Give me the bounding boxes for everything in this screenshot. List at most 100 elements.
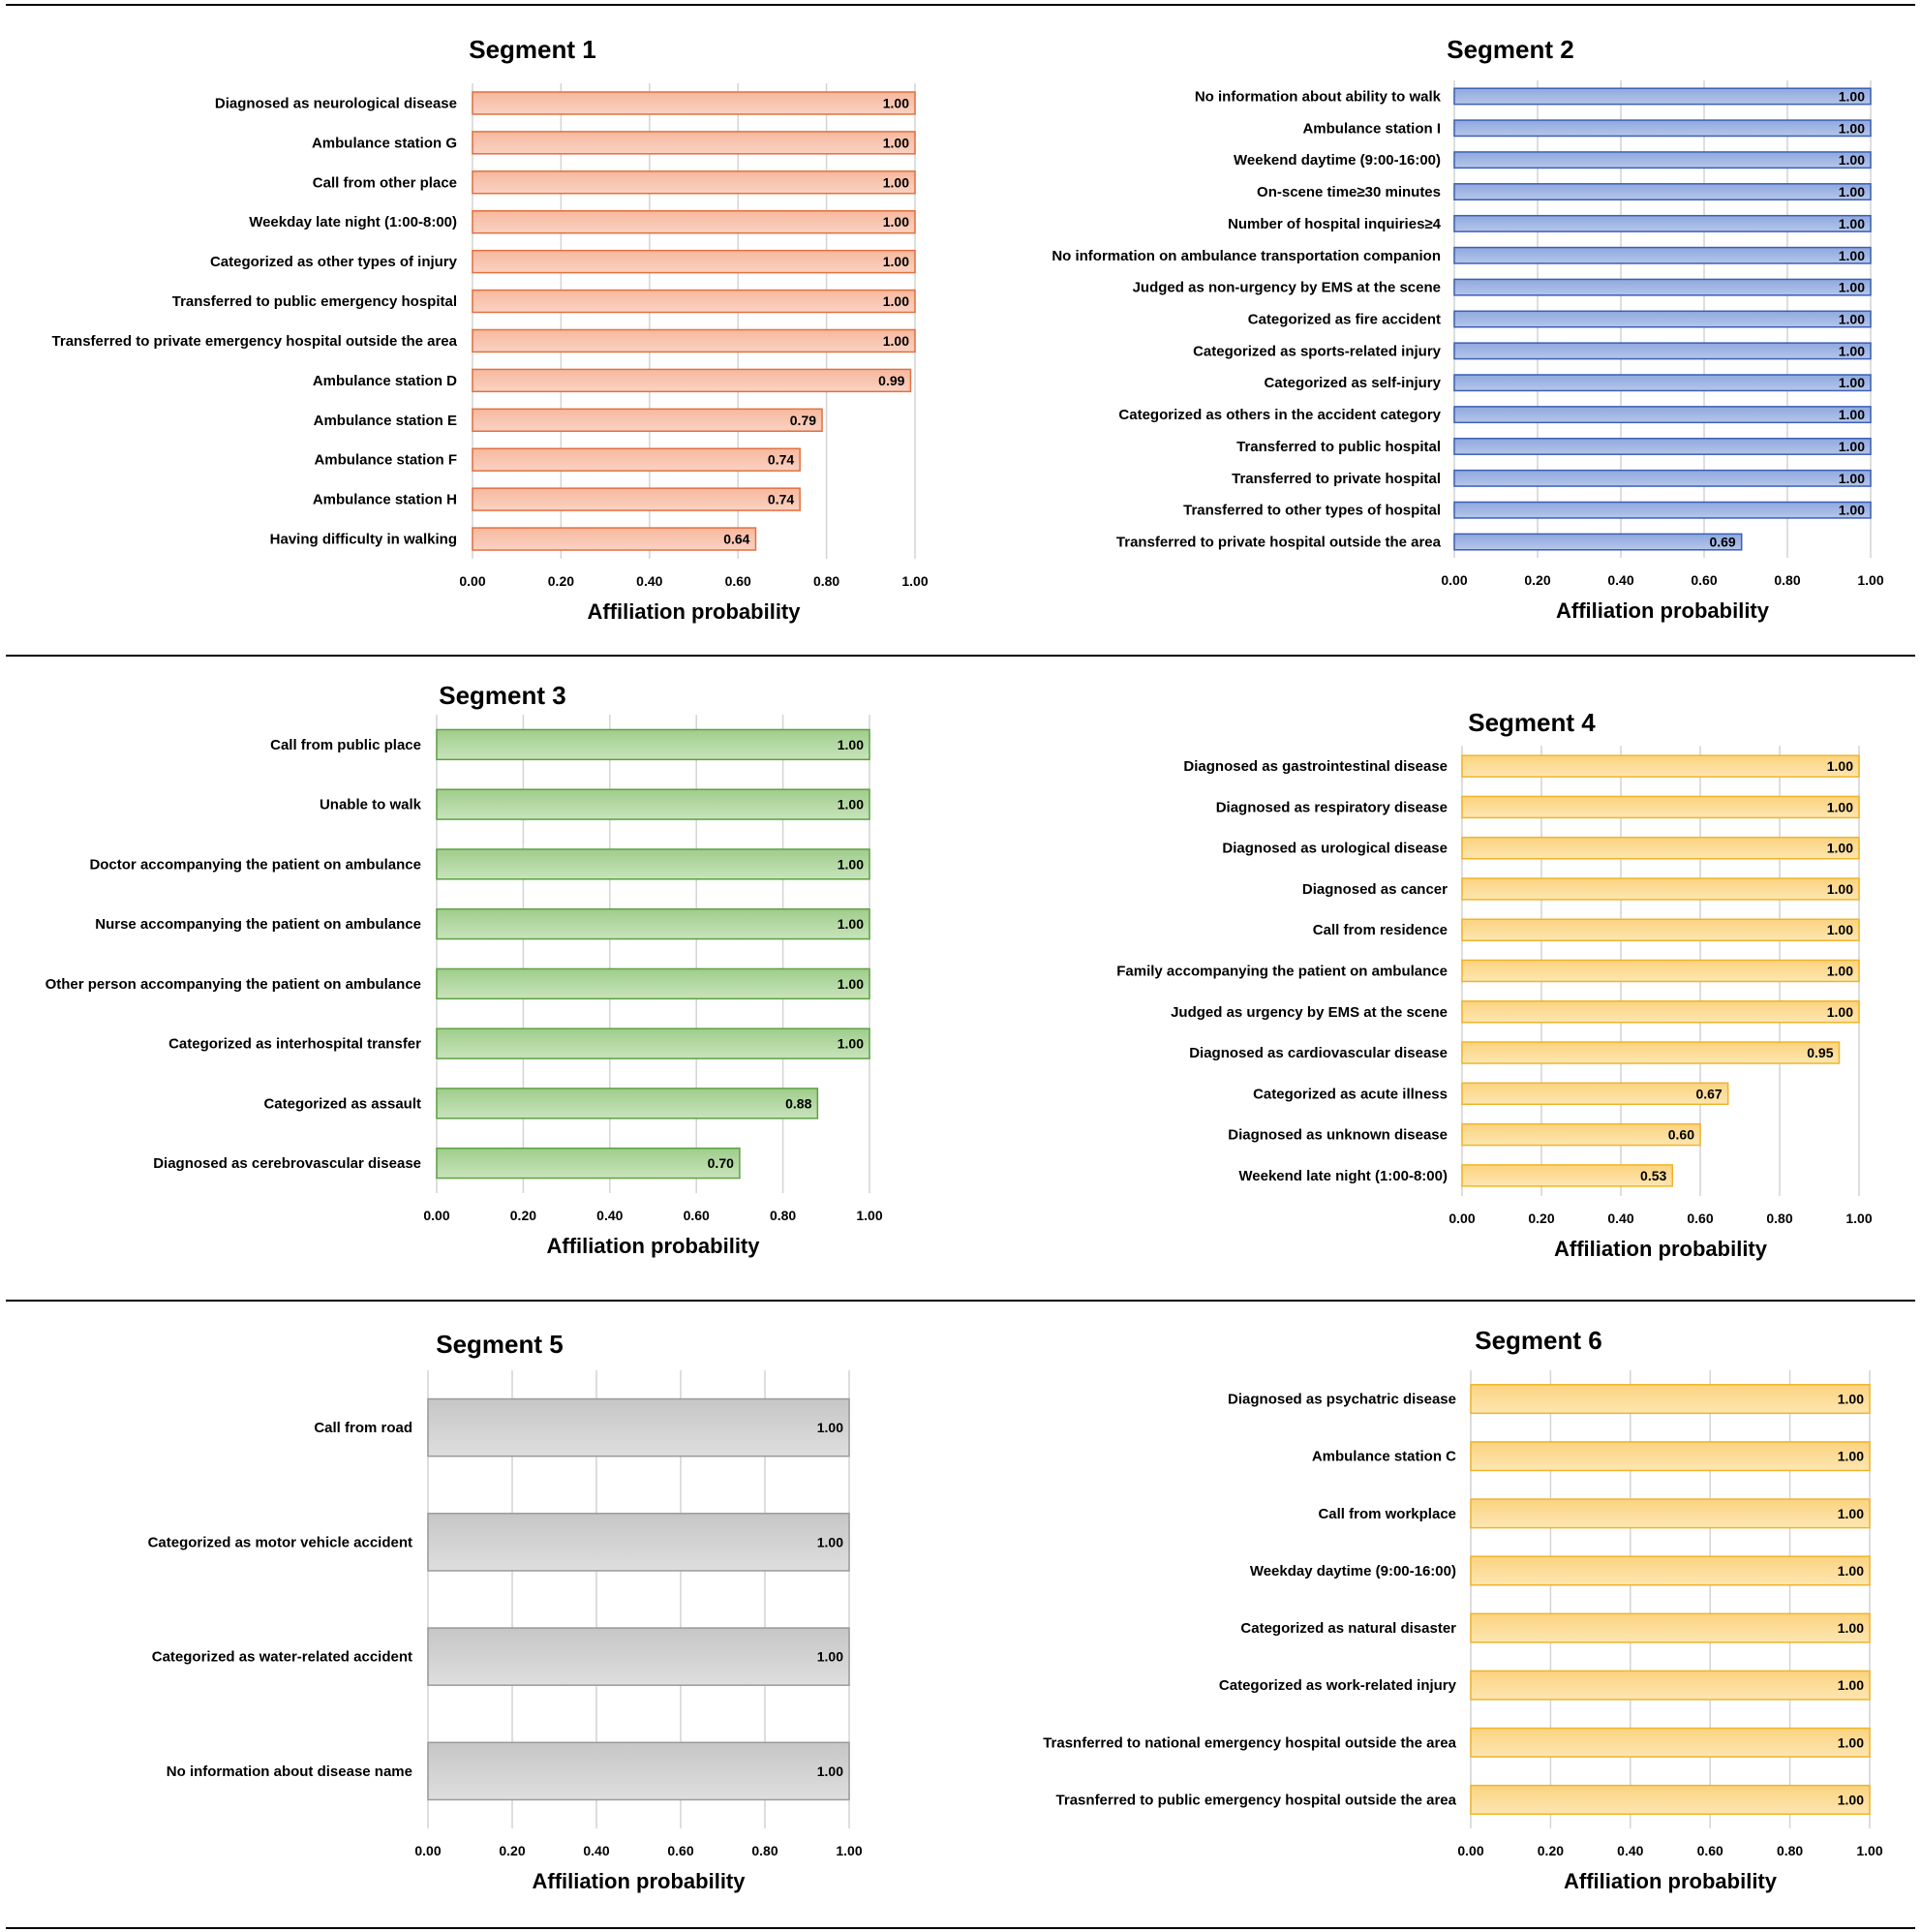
data-label: 1.00 (1827, 922, 1853, 937)
x-tick-label: 1.00 (836, 1843, 862, 1858)
data-label: 1.00 (1839, 280, 1865, 295)
data-label: 1.00 (1839, 120, 1865, 136)
bar (436, 1027, 870, 1059)
data-label: 1.00 (1827, 881, 1853, 897)
bar (1453, 119, 1872, 138)
bar (1453, 87, 1872, 106)
bar (1461, 795, 1860, 819)
x-tick-label: 1.00 (1845, 1211, 1872, 1226)
category-label: Categorized as assault (263, 1095, 421, 1112)
bar (1453, 214, 1872, 232)
category-label: Trasnferred to public emergency hospital… (1056, 1792, 1457, 1808)
data-label: 0.70 (708, 1155, 734, 1171)
bar (1461, 1041, 1841, 1064)
category-label: Diagnosed as gastrointestinal disease (1183, 758, 1448, 775)
data-label: 1.00 (1827, 758, 1853, 774)
category-label: Categorized as others in the accident ca… (1118, 407, 1441, 423)
x-axis-label: Affiliation probability (588, 599, 802, 624)
data-label: 0.79 (790, 413, 816, 428)
category-label: Judged as non-urgency by EMS at the scen… (1133, 280, 1441, 296)
data-label: 1.00 (1838, 1506, 1864, 1521)
bar (436, 907, 870, 940)
category-label: Diagnosed as unknown disease (1228, 1127, 1448, 1144)
data-label: 0.95 (1807, 1045, 1833, 1060)
x-tick-label: 0.40 (1617, 1843, 1643, 1858)
bar (1453, 469, 1872, 487)
data-label: 1.00 (1839, 312, 1865, 327)
bar (1470, 1384, 1871, 1415)
data-label: 1.00 (1839, 152, 1865, 168)
category-label: Trasnferred to national emergency hospit… (1043, 1734, 1456, 1751)
chart-title: Segment 2 (1447, 35, 1574, 64)
data-label: 1.00 (1838, 1734, 1864, 1750)
data-label: 1.00 (883, 214, 909, 230)
x-tick-label: 0.60 (1691, 572, 1717, 588)
bar (472, 249, 916, 274)
data-label: 1.00 (838, 976, 864, 992)
bar (1461, 1082, 1729, 1106)
x-tick-label: 1.00 (856, 1208, 882, 1223)
category-label: Transferred to private emergency hospita… (52, 333, 458, 350)
bar (1453, 151, 1872, 169)
data-label: 1.00 (1839, 407, 1865, 422)
category-label: Call from residence (1313, 922, 1448, 938)
category-label: Ambulance station G (312, 135, 457, 151)
bar (1461, 1000, 1860, 1024)
data-label: 1.00 (1827, 841, 1853, 856)
bar (1453, 246, 1872, 264)
category-label: Ambulance station H (313, 492, 457, 508)
data-label: 1.00 (1827, 964, 1853, 979)
chart-title: Segment 6 (1475, 1326, 1602, 1355)
data-label: 1.00 (1827, 799, 1853, 814)
x-tick-label: 0.20 (1524, 572, 1550, 588)
data-label: 1.00 (1839, 248, 1865, 263)
bar (1461, 1122, 1701, 1147)
bar (1453, 438, 1872, 455)
data-label: 1.00 (1839, 471, 1865, 486)
data-label: 0.74 (768, 492, 794, 507)
data-label: 1.00 (883, 95, 909, 110)
data-label: 1.00 (883, 135, 909, 150)
bar (472, 131, 916, 155)
category-label: No information on ambulance transportati… (1052, 248, 1441, 264)
x-tick-label: 0.40 (636, 573, 662, 589)
data-label: 1.00 (1839, 375, 1865, 390)
category-label: Doctor accompanying the patient on ambul… (89, 856, 421, 873)
category-label: Call from road (314, 1420, 412, 1436)
bar (1470, 1784, 1871, 1815)
bar (436, 967, 870, 1000)
category-label: Call from workplace (1318, 1506, 1456, 1522)
category-label: Unable to walk (320, 797, 422, 813)
data-label: 1.00 (1827, 1004, 1853, 1020)
bar (436, 788, 870, 820)
data-label: 0.64 (723, 532, 749, 547)
data-label: 1.00 (1838, 1677, 1864, 1693)
data-label: 1.00 (1838, 1449, 1864, 1464)
data-label: 1.00 (883, 174, 909, 190)
x-tick-label: 0.80 (751, 1843, 778, 1858)
category-label: Categorized as sports-related injury (1193, 343, 1442, 359)
data-label: 1.00 (883, 333, 909, 349)
x-tick-label: 0.00 (1448, 1211, 1475, 1226)
x-tick-label: 0.80 (1766, 1211, 1792, 1226)
x-tick-label: 1.00 (901, 573, 928, 589)
x-tick-label: 0.80 (1774, 572, 1800, 588)
x-axis-label: Affiliation probability (547, 1234, 761, 1258)
data-label: 1.00 (883, 254, 909, 269)
category-label: Call from other place (313, 174, 457, 191)
category-label: Diagnosed as psychatric disease (1228, 1392, 1456, 1408)
x-tick-label: 0.20 (1528, 1211, 1554, 1226)
x-axis-label: Affiliation probability (1554, 1237, 1768, 1261)
category-label: Transferred to private hospital outside … (1116, 535, 1442, 551)
divider-row-1 (6, 655, 1915, 657)
data-label: 1.00 (1839, 503, 1865, 518)
category-label: No information about disease name (167, 1763, 412, 1780)
data-label: 1.00 (1838, 1392, 1864, 1407)
category-label: Diagnosed as respiratory disease (1216, 799, 1448, 815)
category-label: Categorized as acute illness (1253, 1086, 1448, 1102)
data-label: 0.74 (768, 452, 794, 468)
bar (436, 1088, 819, 1119)
bar (1470, 1727, 1871, 1758)
